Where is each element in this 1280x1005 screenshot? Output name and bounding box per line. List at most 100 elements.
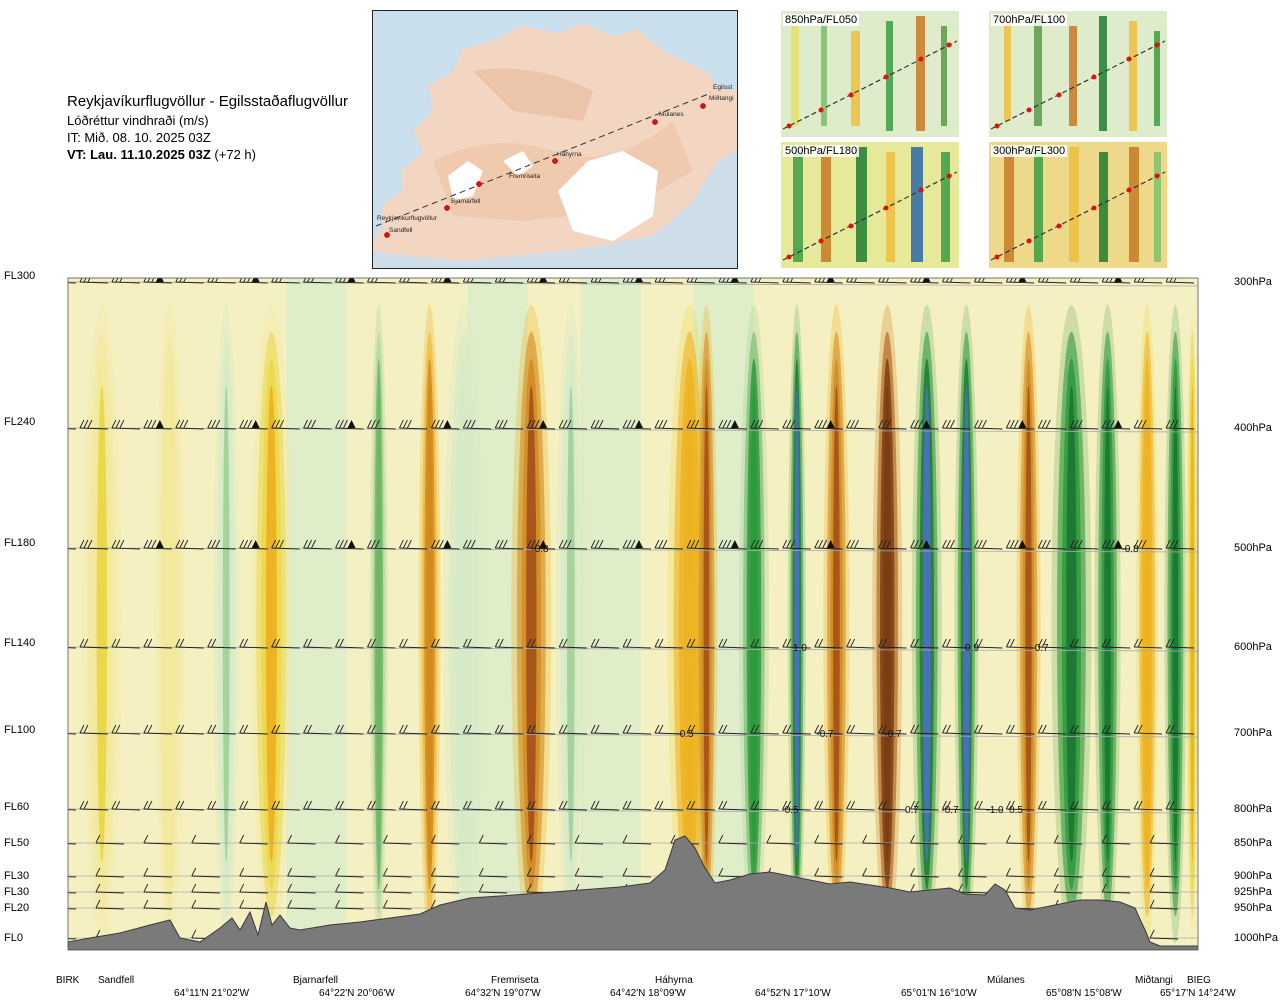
wind-barb	[558, 539, 588, 550]
velocity-band-contour	[426, 385, 433, 863]
left-level-6: FL50	[4, 837, 30, 849]
wind-barb	[143, 899, 172, 910]
right-level-5: 800hPa	[1234, 803, 1272, 815]
annotation-label: -0.7	[884, 729, 902, 740]
velocity-band-contour	[1066, 385, 1077, 863]
wind-barb	[111, 419, 140, 430]
wind-barb	[654, 419, 683, 430]
wind-barb	[878, 278, 907, 284]
wind-barb	[1005, 834, 1035, 845]
wind-barb	[207, 278, 236, 284]
wind-barb	[68, 938, 77, 940]
wind-barb	[191, 899, 220, 910]
mini-panel-700[interactable]: 700hPa/FL100	[989, 11, 1167, 137]
wind-barb	[1149, 883, 1179, 894]
wind-barb	[367, 278, 396, 284]
wind-barb	[750, 724, 779, 735]
wind-barb	[1069, 724, 1099, 735]
wind-barb	[910, 539, 939, 550]
wind-barb	[878, 419, 907, 430]
wind-barb	[1101, 638, 1131, 649]
velocity-band-contour	[1190, 385, 1195, 863]
map-label-sandfell: Sandfell	[389, 227, 413, 234]
wind-barb	[143, 724, 172, 735]
mini-panel-850[interactable]: 850hPa/FL050	[781, 11, 959, 137]
wind-barb	[942, 638, 971, 649]
wind-barb	[79, 724, 108, 735]
annotation-label: -0.7	[1031, 643, 1049, 654]
wind-barb	[1165, 724, 1195, 735]
wind-barb	[143, 800, 172, 811]
annotation-label: -0.7	[816, 729, 834, 740]
map-label-egilsst: Egilsst	[713, 84, 732, 91]
velocity-band-contour	[566, 385, 575, 863]
wind-barb	[846, 724, 875, 735]
wind-barb	[271, 724, 300, 735]
value-annotations: -0.8 -0.8 1.0 0.9 -0.7 -0.5 -0.7 -0.7 -0.5 0.7 -0.…	[531, 544, 1139, 816]
wind-barb	[430, 834, 460, 845]
wind-barb	[430, 883, 460, 894]
wind-barb	[1133, 539, 1163, 550]
velocity-band	[369, 304, 388, 944]
wind-barb	[430, 278, 460, 284]
wind-barb	[271, 419, 300, 430]
wind-barb	[111, 800, 140, 811]
wind-barb	[782, 278, 811, 284]
mini-panel-300[interactable]: 300hPa/FL300	[989, 142, 1167, 268]
wind-barb	[1149, 867, 1179, 878]
wind-barb	[942, 419, 971, 430]
velocity-band-contour	[833, 385, 840, 863]
right-level-3: 600hPa	[1234, 641, 1272, 653]
background-wash-band	[286, 278, 347, 950]
wind-barb	[654, 539, 683, 550]
wind-barb	[622, 419, 652, 430]
wind-barb	[574, 867, 604, 878]
wind-barb	[68, 548, 77, 550]
velocity-band	[154, 304, 185, 944]
wind-barb	[335, 883, 364, 894]
wind-barb	[79, 638, 108, 649]
wind-barb	[910, 724, 939, 735]
wind-barb	[175, 539, 204, 550]
map-label-bjarnarfell: Bjarnarfell	[451, 198, 481, 205]
left-level-4: FL100	[4, 724, 36, 736]
wind-barb	[782, 724, 811, 735]
wind-barb	[287, 867, 316, 878]
mini-panel-300-label: 300hPa/FL300	[991, 145, 1068, 157]
wind-barb	[191, 834, 220, 845]
wind-barb	[271, 278, 300, 284]
wind-barb	[973, 638, 1003, 649]
velocity-band	[213, 304, 240, 944]
wind-barb	[430, 638, 460, 649]
mini-panel-500-svg	[781, 142, 959, 268]
wind-barb	[1149, 929, 1179, 940]
wind-barb	[111, 539, 140, 550]
wind-barb	[590, 800, 620, 811]
mini-panel-500[interactable]: 500hPa/FL180	[781, 142, 959, 268]
wind-barb	[271, 800, 300, 811]
wind-barb	[1069, 278, 1099, 284]
wind-barb	[335, 638, 364, 649]
velocity-band	[1185, 304, 1198, 944]
wind-barb	[303, 419, 332, 430]
wind-barb	[846, 278, 875, 284]
wind-barb	[68, 733, 77, 735]
map-label-fremriseta: Fremriseta	[509, 173, 540, 180]
mini-panel-850-svg	[781, 11, 959, 137]
velocity-band-contour	[96, 385, 108, 863]
wind-barb	[526, 419, 556, 430]
wind-barb	[958, 834, 987, 845]
wind-barb	[303, 800, 332, 811]
wind-barb	[335, 419, 364, 430]
wind-barb	[494, 724, 524, 735]
velocity-band	[555, 304, 586, 944]
wind-barb	[718, 834, 747, 845]
wind-barb	[814, 419, 843, 430]
wind-barb	[1037, 638, 1067, 649]
wind-barb	[686, 800, 715, 811]
wind-barb	[654, 278, 683, 284]
velocity-band-contour	[883, 385, 892, 863]
wind-barb	[558, 724, 588, 735]
route-map[interactable]: Reykjavíkurflugvöllur Sandfell Bjarnarfe…	[372, 10, 738, 269]
right-level-8: 925hPa	[1234, 886, 1272, 898]
